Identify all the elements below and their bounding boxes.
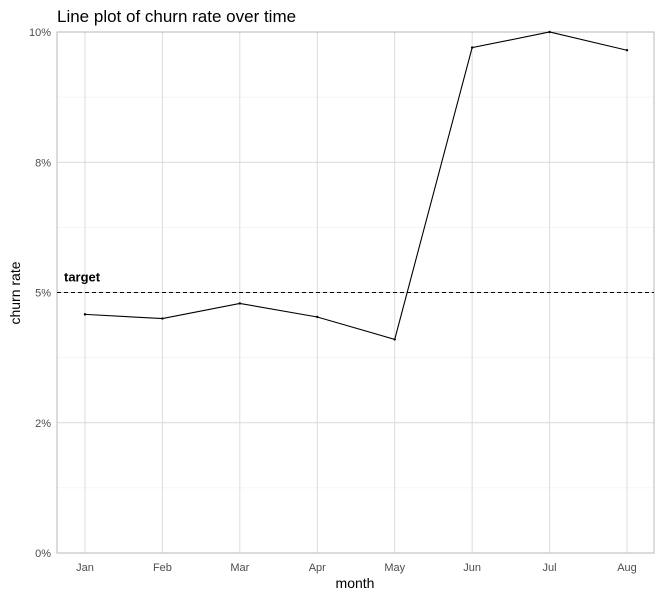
data-point-feb <box>161 317 164 320</box>
x-tick-label: Jul <box>543 562 557 574</box>
churn-rate-line <box>84 31 628 341</box>
minor-gridlines <box>57 96 654 489</box>
x-tick-label: Apr <box>309 562 326 574</box>
chart-title: Line plot of churn rate over time <box>57 7 296 26</box>
y-tick-label: 2% <box>35 418 51 430</box>
y-tick-label: 8% <box>35 157 51 169</box>
x-tick-label: Mar <box>230 562 249 574</box>
y-axis-title: churn rate <box>7 261 23 324</box>
y-tick-label: 5% <box>35 288 51 300</box>
y-tick-label: 0% <box>35 548 51 560</box>
y-tick-label: 10% <box>29 27 51 39</box>
data-point-jan <box>83 313 87 316</box>
x-tick-label: Aug <box>617 562 637 574</box>
x-tick-label: Jan <box>76 562 94 574</box>
data-point-may <box>393 338 396 341</box>
data-point-aug <box>625 49 629 52</box>
data-point-mar <box>238 302 242 305</box>
data-point-jun <box>470 46 474 49</box>
y-axis-tick-labels: 0% 2% 5% 8% 10% <box>29 27 51 560</box>
target-annotation: target <box>64 270 101 285</box>
data-point-apr <box>316 315 319 319</box>
x-tick-label: May <box>384 562 405 574</box>
data-points <box>83 30 629 341</box>
x-axis-title: month <box>336 575 375 591</box>
data-point-jul <box>548 30 551 34</box>
x-axis-tick-labels: Jan Feb Mar Apr May Jun Jul Aug <box>76 562 637 574</box>
x-tick-label: Feb <box>153 562 172 574</box>
x-tick-label: Jun <box>463 562 481 574</box>
